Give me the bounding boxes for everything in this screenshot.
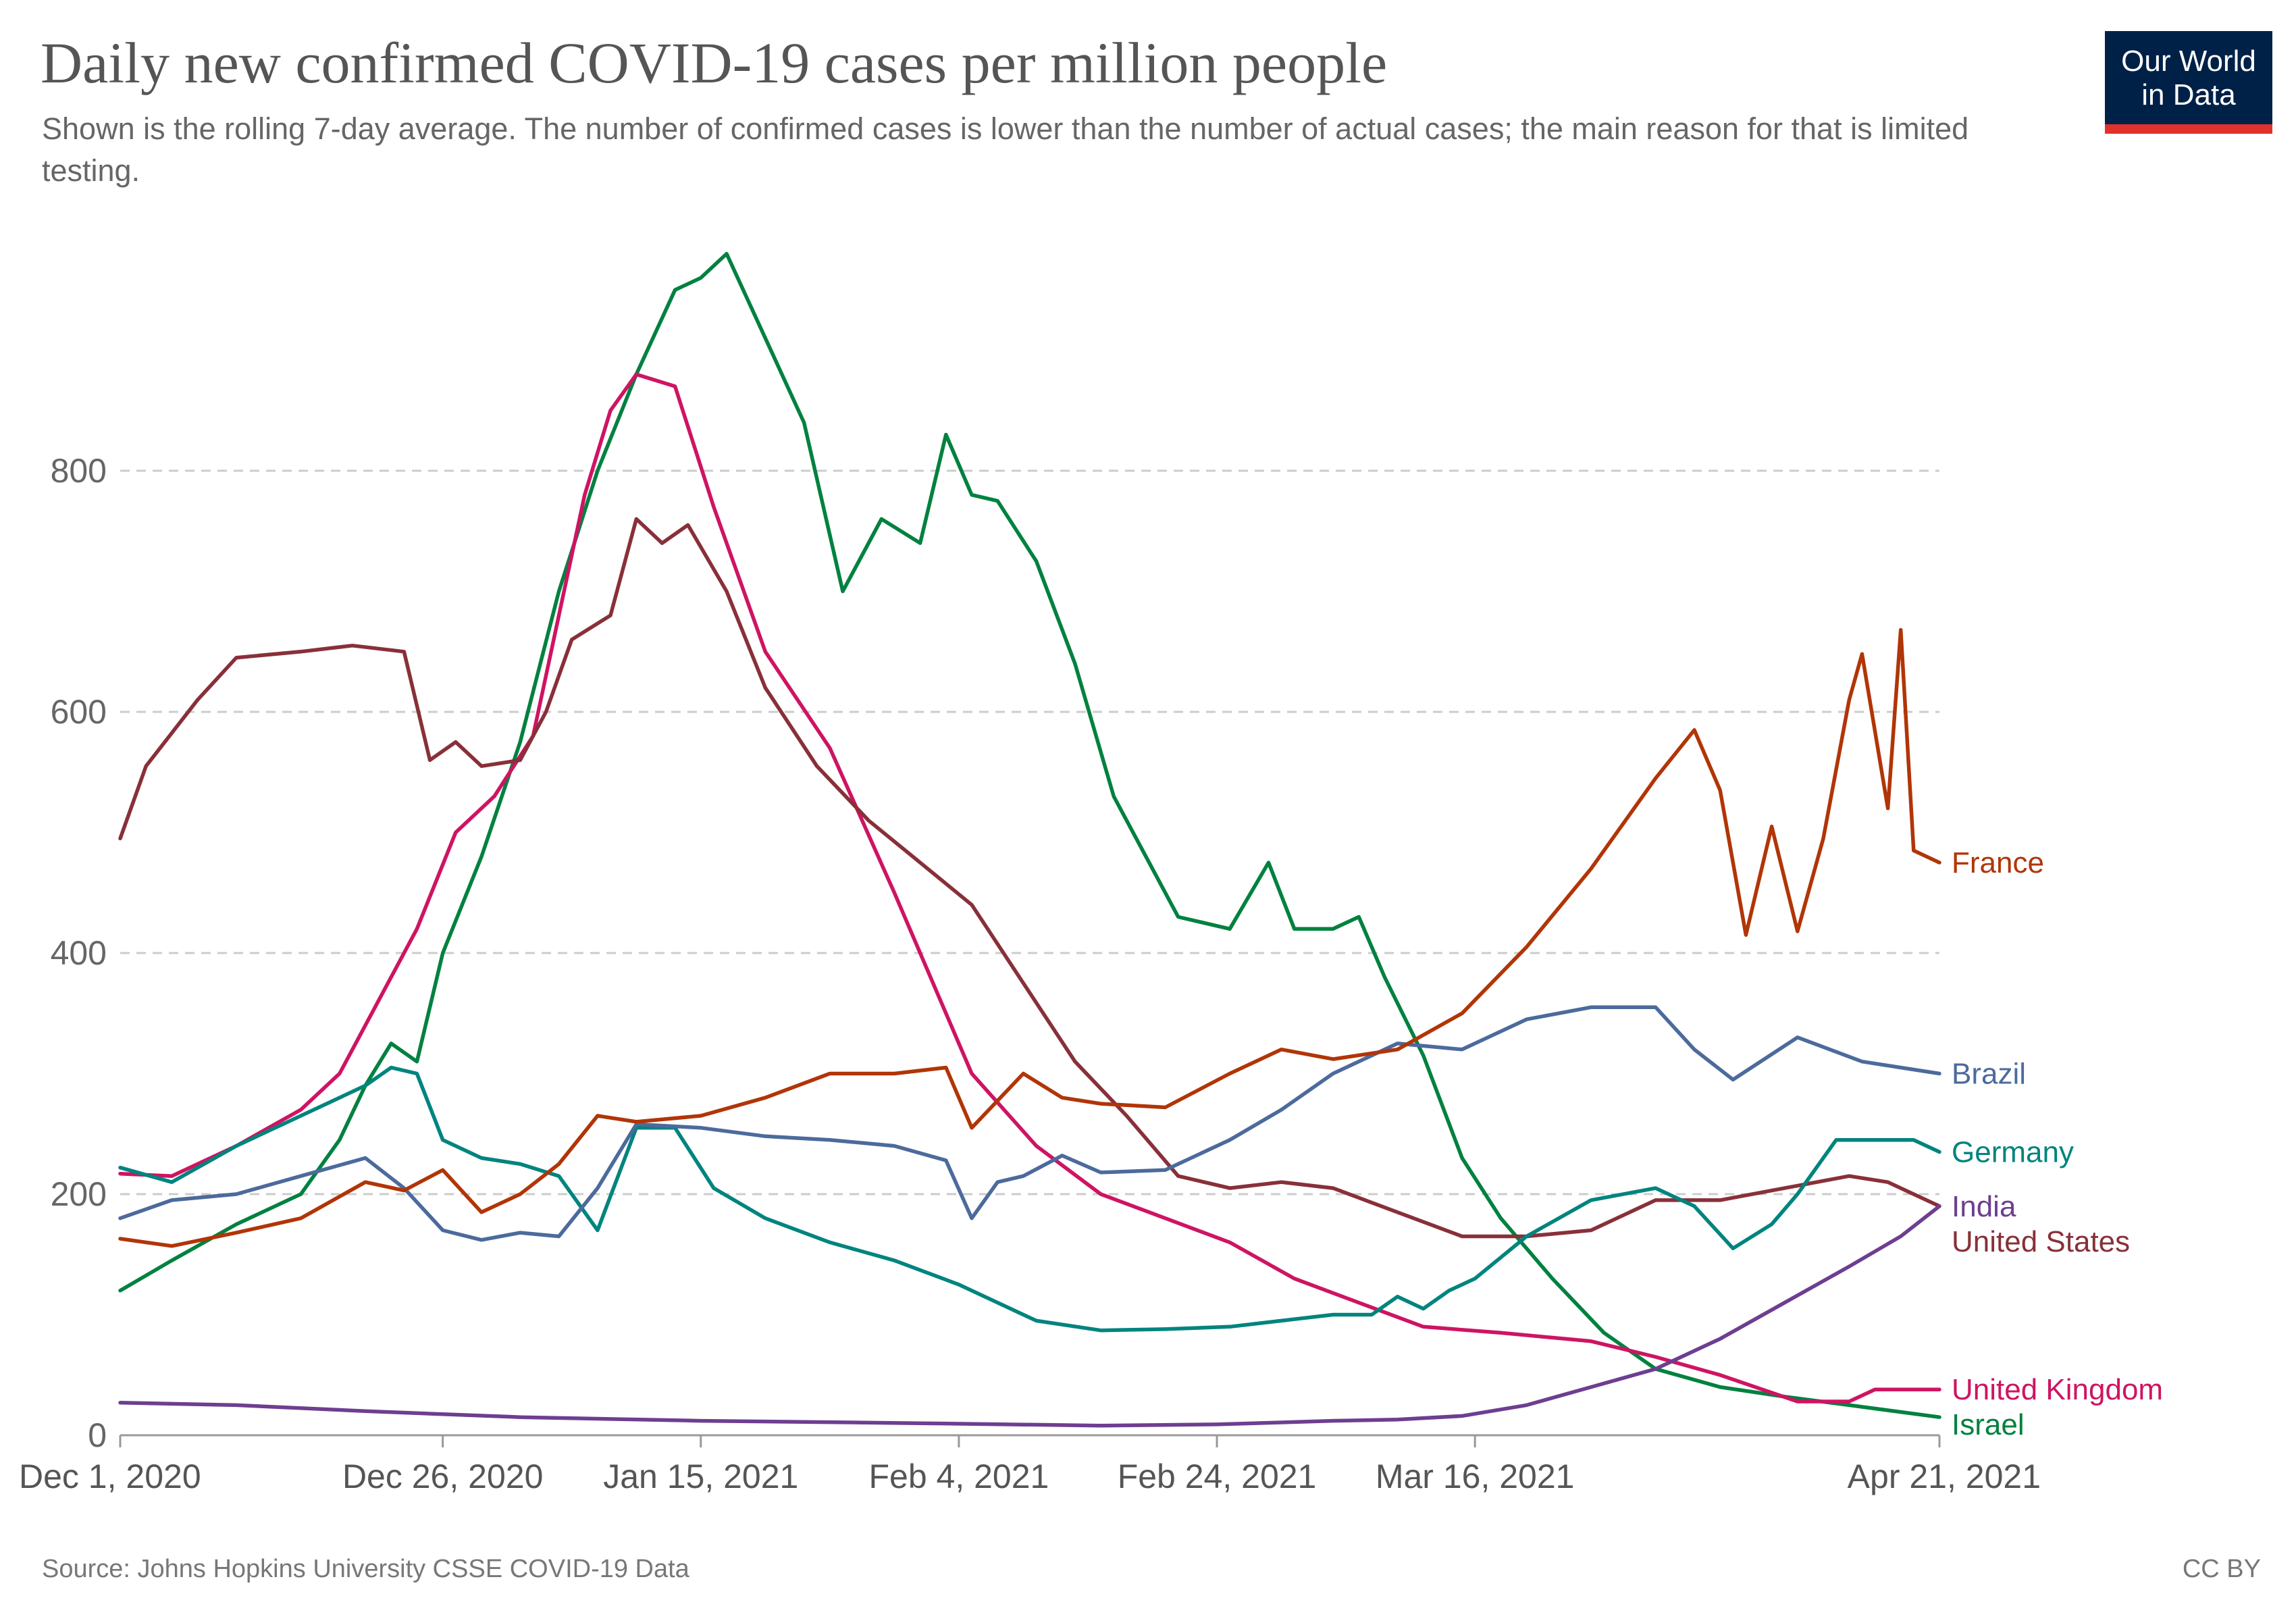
y-tick-label: 400 bbox=[51, 934, 107, 972]
y-tick-label: 800 bbox=[51, 452, 107, 490]
x-tick-label: Mar 16, 2021 bbox=[1376, 1458, 1575, 1495]
series-line-germany[interactable] bbox=[118, 1065, 1941, 1333]
axis-layer: 0 200 400 600 800 Dec 1, 2020 Dec 26, 2020 Jan … bbox=[19, 452, 2041, 1495]
series-label-united-states: United States bbox=[1952, 1225, 2130, 1258]
logo-line-1: Our World bbox=[2121, 45, 2256, 78]
series-line-united-states[interactable] bbox=[118, 517, 1941, 1239]
x-tick-label: Dec 1, 2020 bbox=[19, 1458, 201, 1495]
y-tick-label: 0 bbox=[88, 1416, 107, 1454]
owid-logo[interactable]: Our World in Data bbox=[2105, 31, 2272, 134]
y-tick-label: 600 bbox=[51, 693, 107, 731]
source-note[interactable]: Source: Johns Hopkins University CSSE CO… bbox=[42, 1555, 689, 1583]
x-tick-label: Dec 26, 2020 bbox=[342, 1458, 543, 1495]
license-link[interactable]: CC BY bbox=[2182, 1555, 2261, 1583]
series-line-brazil[interactable] bbox=[118, 1005, 1941, 1242]
series-label-france: France bbox=[1952, 846, 2044, 879]
series-label-brazil: Brazil bbox=[1952, 1058, 2026, 1091]
x-tick-label: Feb 4, 2021 bbox=[868, 1458, 1049, 1495]
series-line-united-kingdom[interactable] bbox=[118, 372, 1941, 1404]
series-label-germany: Germany bbox=[1952, 1136, 2074, 1169]
series-line-india[interactable] bbox=[118, 1204, 1941, 1428]
series-line-france[interactable] bbox=[118, 627, 1941, 1248]
series-line-israel[interactable] bbox=[118, 251, 1941, 1419]
x-tick-label: Apr 21, 2021 bbox=[1848, 1458, 2041, 1495]
grid-layer bbox=[120, 469, 1939, 1195]
logo-line-2: in Data bbox=[2141, 78, 2236, 111]
x-tick-label: Feb 24, 2021 bbox=[1118, 1458, 1317, 1495]
chart-title: Daily new confirmed COVID-19 cases per m… bbox=[41, 30, 1388, 95]
series-label-india: India bbox=[1952, 1190, 2016, 1223]
series-layer bbox=[118, 251, 1941, 1428]
series-label-israel: Israel bbox=[1952, 1408, 2025, 1441]
x-tick-label: Jan 15, 2021 bbox=[603, 1458, 798, 1495]
chart-subtitle: Shown is the rolling 7-day average. The … bbox=[42, 111, 1969, 188]
y-tick-label: 200 bbox=[51, 1175, 107, 1213]
series-label-united-kingdom: United Kingdom bbox=[1952, 1373, 2163, 1406]
